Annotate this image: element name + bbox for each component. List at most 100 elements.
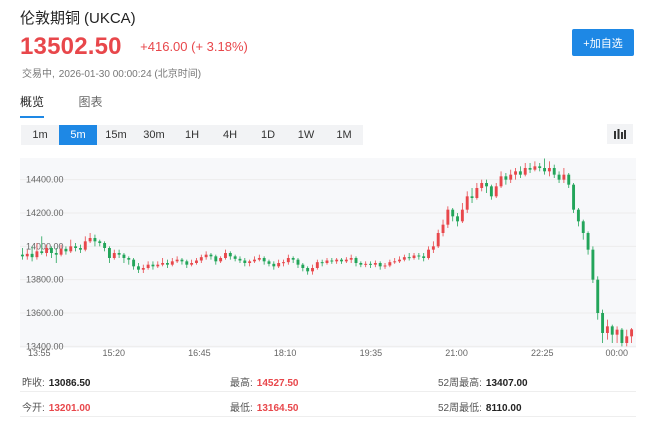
candle-body [45, 248, 49, 253]
candle-body [383, 265, 387, 267]
stat-52w-low: 52周最低: 8110.00 [438, 399, 522, 414]
candle [518, 166, 522, 178]
candle-body [88, 238, 92, 242]
period-30m[interactable]: 30m [143, 129, 165, 141]
candle-body [199, 257, 203, 261]
candle [596, 276, 600, 320]
candle [112, 249, 116, 260]
candle [456, 213, 459, 227]
candle-body [436, 233, 440, 247]
candle [417, 253, 421, 260]
candle [543, 158, 547, 175]
candle [199, 254, 203, 263]
candle-body [446, 209, 450, 225]
trading-status: 交易中, 2026-01-30 00:00:24 (北京时间) [22, 65, 201, 80]
x-tick-label: 18:10 [274, 348, 297, 358]
candle-body [402, 257, 406, 260]
candle-body [354, 258, 358, 263]
add-watchlist-button[interactable]: +加自选 [572, 29, 634, 56]
candle [514, 168, 518, 180]
chart-type-button[interactable] [607, 124, 633, 144]
candle-body [54, 253, 58, 255]
candle-body [349, 258, 353, 260]
candle [523, 163, 527, 177]
high-value: 14527.50 [256, 378, 299, 389]
candle-body [504, 176, 508, 180]
candle [407, 253, 411, 261]
candle [132, 258, 136, 270]
period-1d[interactable]: 1D [260, 129, 276, 141]
candle [499, 171, 503, 188]
x-tick-label: 16:45 [188, 348, 211, 358]
candle-body [267, 261, 271, 264]
candle-body [175, 259, 179, 262]
tab-chart[interactable]: 图表 [78, 95, 103, 109]
candle [267, 259, 271, 267]
candle [161, 258, 165, 267]
candle [291, 256, 295, 263]
period-1mo[interactable]: 1M [336, 129, 352, 141]
candle-body [25, 253, 29, 257]
candle-body [59, 248, 63, 255]
y-tick-label: 14400.00 [26, 175, 64, 185]
period-5m[interactable]: 5m [59, 125, 97, 145]
candle [460, 203, 464, 223]
candle-body [219, 258, 223, 262]
candle [441, 219, 445, 237]
candle-body [489, 186, 493, 197]
x-tick-label: 13:55 [28, 348, 51, 358]
candle-body [485, 183, 488, 187]
period-15m[interactable]: 15m [105, 129, 127, 141]
period-4h[interactable]: 4H [222, 129, 238, 141]
candle [88, 233, 92, 243]
y-tick-label: 13400.00 [26, 341, 64, 351]
candle-body [431, 246, 435, 250]
candle [586, 231, 590, 255]
candle-body [456, 216, 459, 222]
kline-chart[interactable]: 14400.00 14200.00 14000.00 13800.00 13600.00… [20, 158, 636, 358]
candle-body [630, 329, 634, 337]
candle [136, 263, 140, 273]
period-1h[interactable]: 1H [184, 129, 200, 141]
candle-body [136, 266, 140, 270]
candle [127, 256, 131, 265]
candle-body [166, 263, 169, 265]
candle-body [528, 168, 532, 170]
candle-body [369, 263, 372, 265]
candle [117, 249, 121, 258]
candle-body [427, 249, 430, 258]
candle [562, 168, 566, 183]
candle [373, 260, 377, 268]
candle [398, 256, 401, 263]
candle [625, 329, 629, 347]
tab-overview[interactable]: 概览 [20, 93, 45, 118]
candle [344, 257, 348, 263]
candle-body [243, 260, 247, 263]
candle [567, 173, 571, 188]
candle-body [591, 249, 595, 280]
period-1w[interactable]: 1W [297, 129, 315, 141]
candle [340, 258, 343, 264]
candle-body [161, 263, 165, 265]
kline-svg: 14400.00 14200.00 14000.00 13800.00 13600.00… [20, 158, 636, 358]
candlestick-icon [614, 129, 626, 139]
candle-body [209, 254, 213, 257]
candle [320, 259, 324, 267]
candle [330, 258, 334, 264]
candle [122, 253, 126, 263]
period-1m[interactable]: 1m [32, 129, 48, 141]
candle-body [567, 174, 571, 185]
candle [325, 258, 329, 265]
candle-body [233, 256, 237, 259]
high-label: 最高: [230, 378, 253, 389]
candle [364, 261, 368, 268]
low-value: 13164.50 [256, 403, 299, 414]
candle-body [335, 259, 339, 262]
candle-body [272, 263, 276, 267]
candle [572, 183, 576, 213]
candle-body [422, 256, 426, 258]
candle-body [562, 174, 566, 180]
candle [180, 258, 184, 265]
candle [30, 246, 34, 262]
last-price: 13502.50 [20, 33, 122, 60]
